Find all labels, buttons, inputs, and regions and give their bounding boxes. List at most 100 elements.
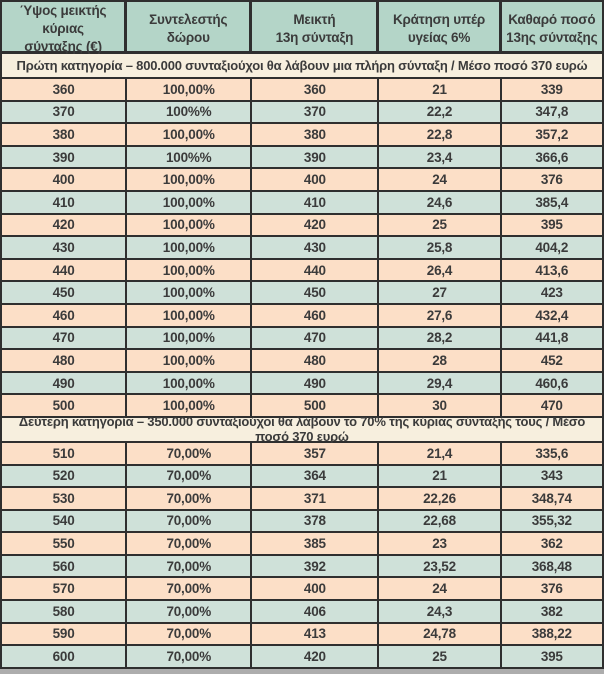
table-cell: 423 bbox=[540, 285, 563, 301]
table-cell: 410 bbox=[2, 191, 128, 213]
table-row: 590 70,00% 413 24,78 388,22 bbox=[2, 623, 602, 647]
table-cell: 420 bbox=[2, 214, 128, 236]
table-row: 510 70,00% 357 21,4 335,6 bbox=[2, 442, 602, 466]
table-cell: 560 bbox=[2, 555, 128, 577]
table-cell: 440 bbox=[2, 259, 128, 281]
table-row: 430 100,00% 430 25,8 404,2 bbox=[2, 237, 602, 260]
table-cell: 460 bbox=[252, 304, 380, 326]
table-cell: 357,2 bbox=[535, 126, 569, 142]
table-cell: 22,8 bbox=[379, 124, 502, 145]
table-cell: 380 bbox=[252, 124, 380, 145]
table-row: 530 70,00% 371 22,26 348,74 bbox=[2, 488, 602, 511]
table-cell: 70,00% bbox=[127, 578, 253, 600]
table-cell: 420 bbox=[252, 646, 380, 667]
table-cell: 392 bbox=[252, 555, 380, 577]
table-cell: 376 bbox=[540, 581, 563, 597]
table-cell: 390 bbox=[252, 146, 380, 168]
table-cell: 343 bbox=[540, 468, 563, 484]
table-cell: 470 bbox=[252, 327, 380, 349]
table-cell: 100,00% bbox=[127, 79, 253, 100]
table-cell: 530 bbox=[2, 488, 128, 509]
table-cell: 413,6 bbox=[535, 262, 569, 278]
table-cell: 500 bbox=[2, 395, 128, 416]
table-cell: 28,2 bbox=[379, 327, 502, 349]
table-cell: 378 bbox=[252, 510, 380, 532]
table-cell: 100,00% bbox=[127, 395, 253, 416]
table-row: 480 100,00% 480 28 452 bbox=[2, 350, 602, 373]
table-cell: 100,00% bbox=[127, 237, 253, 258]
table-cell: 348,74 bbox=[531, 490, 572, 506]
table-cell: 362 bbox=[540, 536, 563, 552]
column-header-bonus-coefficient: Συντελεστής δώρου bbox=[127, 2, 253, 57]
table-row: 500 100,00% 500 30 470 bbox=[2, 395, 602, 418]
table-cell: 360 bbox=[252, 79, 380, 100]
table-row: 380 100,00% 380 22,8 357,2 bbox=[2, 124, 602, 147]
table-cell: 385,4 bbox=[535, 194, 569, 210]
table-cell: 460,6 bbox=[535, 375, 569, 391]
table-cell: 21 bbox=[379, 79, 502, 100]
table-cell: 100%% bbox=[127, 146, 253, 168]
table-cell: 480 bbox=[252, 350, 380, 371]
table-cell: 404,2 bbox=[535, 239, 569, 255]
table-cell: 460 bbox=[2, 304, 128, 326]
table-cell: 22,26 bbox=[379, 488, 502, 509]
column-header-gross-pension: Ύψος μεικτής κύριας σύνταξης (€) bbox=[2, 2, 128, 57]
table-cell: 25 bbox=[379, 214, 502, 236]
table-cell: 28 bbox=[379, 350, 502, 371]
table-row: 360 100,00% 360 21 339 bbox=[2, 79, 602, 102]
table-cell: 395 bbox=[540, 217, 563, 233]
table-cell: 376 bbox=[540, 172, 563, 188]
table-cell: 24,78 bbox=[379, 623, 502, 645]
table-cell: 370 bbox=[2, 101, 128, 123]
table-cell: 480 bbox=[2, 350, 128, 371]
table-cell: 390 bbox=[2, 146, 128, 168]
table-cell: 432,4 bbox=[535, 307, 569, 323]
table-row: 520 70,00% 364 21 343 bbox=[2, 465, 602, 489]
table-cell: 27,6 bbox=[379, 304, 502, 326]
table-cell: 357 bbox=[252, 442, 380, 464]
table-cell: 100,00% bbox=[127, 191, 253, 213]
table-cell: 100,00% bbox=[127, 282, 253, 303]
column-header-gross-13th-pension: Μεικτή 13η σύνταξη bbox=[252, 2, 380, 57]
table-cell: 510 bbox=[2, 442, 128, 464]
table-cell: 100,00% bbox=[127, 350, 253, 371]
table-cell: 70,00% bbox=[127, 465, 253, 487]
table-cell: 30 bbox=[379, 395, 502, 416]
table-cell: 339 bbox=[540, 81, 563, 97]
table-cell: 371 bbox=[252, 488, 380, 509]
table-cell: 24,6 bbox=[379, 191, 502, 213]
table-cell: 450 bbox=[252, 282, 380, 303]
table-header-row: Ύψος μεικτής κύριας σύνταξης (€) Συντελε… bbox=[2, 2, 602, 57]
table-cell: 452 bbox=[540, 352, 563, 368]
table-row: 560 70,00% 392 23,52 368,48 bbox=[2, 555, 602, 579]
table-row: 410 100,00% 410 24,6 385,4 bbox=[2, 191, 602, 215]
column-header-net-13th-pension: Καθαρό ποσό 13ης σύνταξης bbox=[506, 12, 598, 46]
table-row: 550 70,00% 385 23 362 bbox=[2, 533, 602, 556]
table-cell: 380 bbox=[2, 124, 128, 145]
table-cell: 70,00% bbox=[127, 488, 253, 509]
table-cell: 388,22 bbox=[531, 626, 572, 642]
table-cell: 100,00% bbox=[127, 124, 253, 145]
table-cell: 100,00% bbox=[127, 304, 253, 326]
table-cell: 355,32 bbox=[531, 513, 572, 529]
table-cell: 360 bbox=[2, 79, 128, 100]
table-cell: 22,2 bbox=[379, 101, 502, 123]
table-row: 570 70,00% 400 24 376 bbox=[2, 578, 602, 602]
table-cell: 364 bbox=[252, 465, 380, 487]
table-cell: 25 bbox=[379, 646, 502, 667]
table-cell: 570 bbox=[2, 578, 128, 600]
table-cell: 413 bbox=[252, 623, 380, 645]
table-cell: 21 bbox=[379, 465, 502, 487]
table-cell: 406 bbox=[252, 601, 380, 622]
table-row: 470 100,00% 470 28,2 441,8 bbox=[2, 327, 602, 351]
section-header: Δεύτερη κατηγορία – 350.000 συνταξιούχοι… bbox=[2, 414, 602, 444]
table-cell: 400 bbox=[252, 578, 380, 600]
table-cell: 395 bbox=[540, 649, 563, 665]
table-row: 460 100,00% 460 27,6 432,4 bbox=[2, 304, 602, 328]
table-cell: 366,6 bbox=[535, 149, 569, 165]
table-cell: 100%% bbox=[127, 101, 253, 123]
table-row: 390 100%% 390 23,4 366,6 bbox=[2, 146, 602, 170]
table-cell: 580 bbox=[2, 601, 128, 622]
table-cell: 450 bbox=[2, 282, 128, 303]
